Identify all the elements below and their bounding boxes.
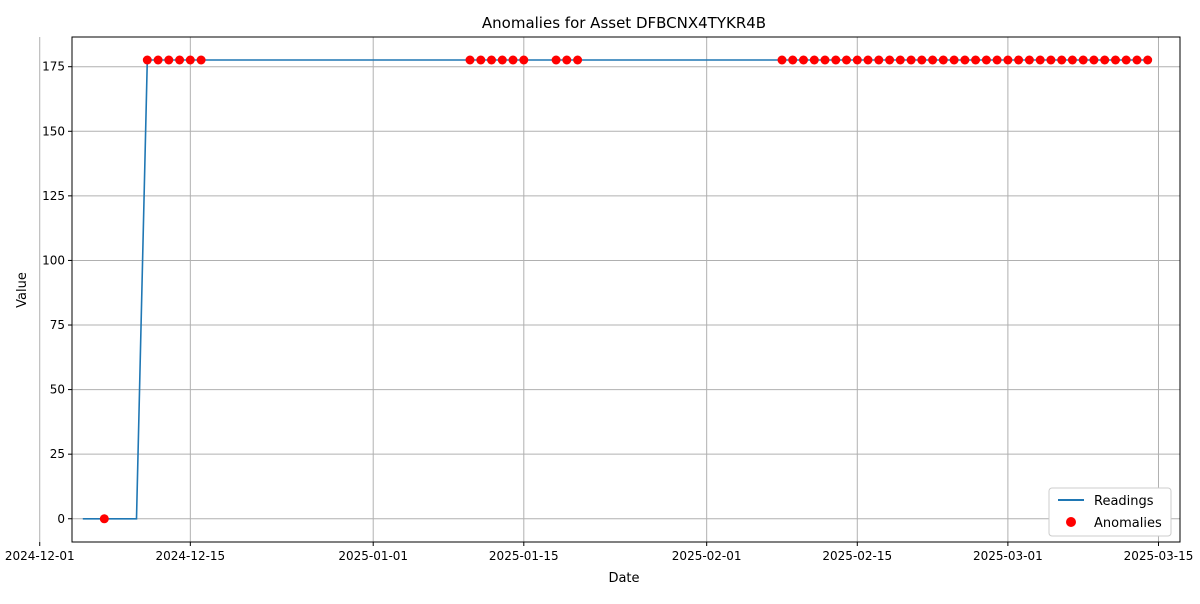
grid <box>39 37 1180 542</box>
anomaly-point <box>1024 55 1034 65</box>
anomaly-point <box>99 514 109 524</box>
anomaly-point <box>1035 55 1045 65</box>
anomaly-point <box>1143 55 1153 65</box>
x-tick-label: 2025-02-15 <box>822 549 892 563</box>
y-tick-label: 25 <box>50 447 65 461</box>
anomaly-point <box>777 55 787 65</box>
anomaly-point <box>1014 55 1024 65</box>
x-axis-label: Date <box>608 571 639 586</box>
y-tick-label: 150 <box>42 124 65 138</box>
anomaly-point <box>1100 55 1110 65</box>
plot-series <box>82 55 1153 524</box>
anomaly-point <box>928 55 938 65</box>
x-tick-label: 2024-12-01 <box>5 549 75 563</box>
x-tick-label: 2025-01-01 <box>338 549 408 563</box>
anomaly-point <box>885 55 895 65</box>
anomaly-point <box>1067 55 1077 65</box>
readings-line <box>82 59 1148 520</box>
y-tick-label: 50 <box>50 383 65 397</box>
anomaly-point <box>1121 55 1131 65</box>
anomaly-point <box>497 55 507 65</box>
anomaly-point <box>809 55 819 65</box>
anomaly-point <box>164 55 174 65</box>
anomaly-point <box>476 55 486 65</box>
anomaly-point <box>142 55 152 65</box>
y-axis-label: Value <box>15 272 30 308</box>
anomaly-point <box>487 55 496 65</box>
anomaly-point <box>992 55 1002 65</box>
anomaly-point <box>562 55 572 65</box>
anomaly-point <box>938 55 948 65</box>
anomaly-point <box>175 55 185 65</box>
y-tick-label: 125 <box>42 189 65 203</box>
x-tick-label: 2025-02-01 <box>672 549 742 563</box>
anomaly-point <box>874 55 884 65</box>
anomaly-point <box>1111 55 1120 65</box>
legend-readings-label: Readings <box>1094 494 1154 509</box>
x-tick-label: 2025-01-15 <box>489 549 559 563</box>
anomaly-point <box>852 55 862 65</box>
x-tick-label: 2024-12-15 <box>155 549 225 563</box>
plot-frame <box>71 36 1181 543</box>
anomaly-point <box>981 55 991 65</box>
anomaly-point <box>1057 55 1067 65</box>
anomaly-point <box>185 55 195 65</box>
anomaly-point <box>196 55 206 65</box>
anomaly-point <box>917 55 927 65</box>
anomaly-point <box>153 55 163 65</box>
y-tick-label: 0 <box>57 512 65 526</box>
legend-anomalies-swatch <box>1066 517 1076 527</box>
axis-ticks: 2024-12-01 2024-12-15 2025-01-01 2025-01-15… <box>5 60 1194 563</box>
anomaly-point <box>465 55 475 65</box>
anomaly-point <box>895 55 905 65</box>
anomaly-point <box>949 55 959 65</box>
chart-title: Anomalies for Asset DFBCNX4TYKR4B <box>482 14 766 32</box>
anomaly-point <box>551 55 561 65</box>
anomaly-point <box>799 55 808 65</box>
anomaly-point <box>842 55 851 65</box>
y-tick-label: 175 <box>42 60 65 74</box>
anomaly-point <box>788 55 798 65</box>
y-tick-label: 75 <box>50 318 65 332</box>
anomaly-point <box>971 55 981 65</box>
legend-anomalies-label: Anomalies <box>1094 516 1162 531</box>
x-tick-label: 2025-03-01 <box>973 549 1043 563</box>
anomaly-point <box>573 55 583 65</box>
anomaly-point <box>1046 55 1056 65</box>
anomaly-point <box>1132 55 1142 65</box>
anomaly-point <box>1078 55 1088 65</box>
x-tick-label: 2025-03-15 <box>1124 549 1194 563</box>
anomaly-point <box>508 55 518 65</box>
anomaly-point <box>820 55 830 65</box>
anomaly-point <box>906 55 916 65</box>
anomaly-point <box>1003 55 1013 65</box>
anomaly-point <box>960 55 970 65</box>
anomaly-point <box>863 55 873 65</box>
anomaly-point <box>1089 55 1099 65</box>
y-tick-label: 100 <box>42 253 65 267</box>
legend: Readings Anomalies <box>1048 487 1172 537</box>
anomaly-point <box>831 55 841 65</box>
anomaly-point <box>519 55 529 65</box>
